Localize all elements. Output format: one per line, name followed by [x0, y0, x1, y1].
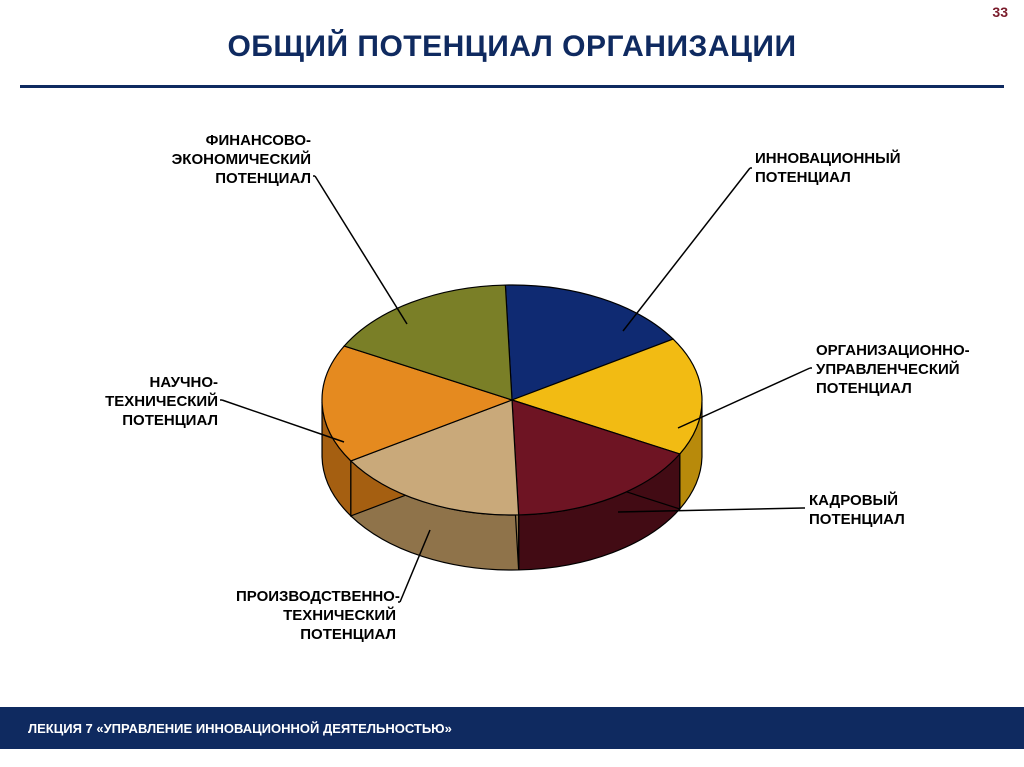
pie-label-prod_tech: ПРОИЗВОДСТВЕННО- ТЕХНИЧЕСКИЙ ПОТЕНЦИАЛ [236, 588, 396, 644]
footer-text: ЛЕКЦИЯ 7 «УПРАВЛЕНИЕ ИННОВАЦИОННОЙ ДЕЯТЕ… [28, 721, 452, 736]
page-number: 33 [992, 4, 1008, 20]
title-underline [20, 85, 1004, 88]
pie-label-fin_econ: ФИНАНСОВО- ЭКОНОМИЧЕСКИЙ ПОТЕНЦИАЛ [168, 132, 311, 188]
pie-label-org_mgmt: ОРГАНИЗАЦИОННО- УПРАВЛЕНЧЕСКИЙ ПОТЕНЦИАЛ [816, 342, 970, 398]
page-title: ОБЩИЙ ПОТЕНЦИАЛ ОРГАНИЗАЦИИ [0, 30, 1024, 64]
pie-label-sci_tech: НАУЧНО- ТЕХНИЧЕСКИЙ ПОТЕНЦИАЛ [98, 374, 218, 430]
pie-chart: ИННОВАЦИОННЫЙ ПОТЕНЦИАЛ ОРГАНИЗАЦИОННО- У… [0, 110, 1024, 670]
footer-bar: ЛЕКЦИЯ 7 «УПРАВЛЕНИЕ ИННОВАЦИОННОЙ ДЕЯТЕ… [0, 707, 1024, 749]
pie-label-innovation: ИННОВАЦИОННЫЙ ПОТЕНЦИАЛ [755, 150, 901, 188]
pie-label-hr: КАДРОВЫЙ ПОТЕНЦИАЛ [809, 492, 905, 530]
